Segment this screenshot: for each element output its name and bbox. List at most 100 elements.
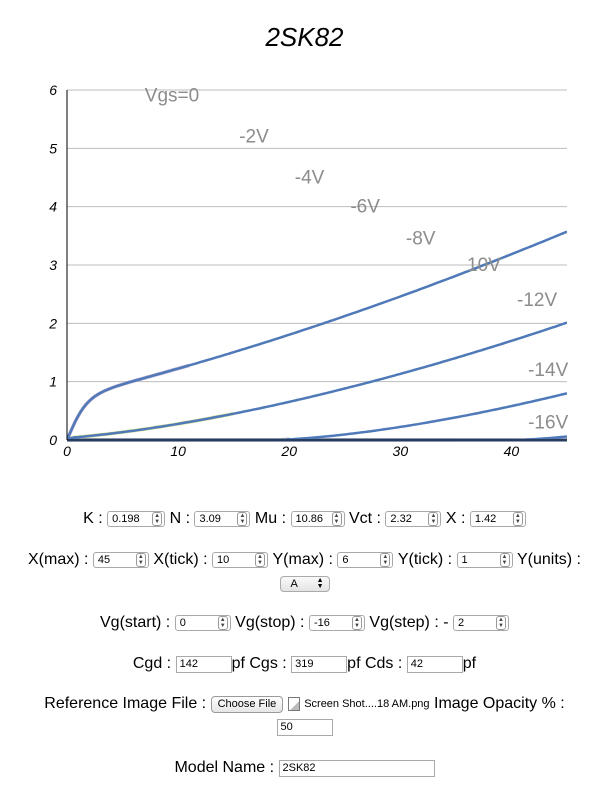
ymax-value: 6	[342, 554, 349, 566]
reference-label: Reference Image File :	[44, 695, 207, 712]
yunits-select[interactable]: A ▲ ▼	[279, 576, 330, 592]
stepper-icon[interactable]: ▲ ▼	[135, 553, 146, 567]
file-name: Screen Shot....18 AM.png	[304, 698, 430, 710]
stepper-icon[interactable]: ▲ ▼	[512, 512, 523, 526]
model-name-row: Model Name : 2SK82	[0, 758, 609, 778]
opacity-label: Image Opacity % :	[434, 695, 565, 712]
ytick-label: Y(tick) :	[397, 551, 453, 568]
select-arrows-icon: ▲ ▼	[316, 577, 324, 590]
y-tick-label: 6	[49, 82, 57, 98]
x-input[interactable]: 1.42 ▲ ▼	[469, 511, 526, 527]
cgd-input[interactable]: 142	[175, 655, 232, 673]
stepper-icon[interactable]: ▲ ▼	[255, 553, 266, 567]
cgd-label: Cgd :	[132, 655, 172, 672]
ytick-input[interactable]: 1 ▲ ▼	[456, 552, 513, 568]
cgs-input[interactable]: 319	[291, 655, 348, 673]
stepper-icon[interactable]: ▲ ▼	[217, 616, 228, 630]
xtick-value: 10	[217, 554, 230, 566]
mu-input[interactable]: 10.86 ▲ ▼	[290, 511, 345, 527]
y-tick-label: 0	[49, 432, 57, 448]
x-value: 1.42	[474, 513, 497, 525]
page-title: 2SK82	[265, 22, 344, 52]
model-curve	[67, 392, 567, 442]
stepper-icon[interactable]: ▲ ▼	[331, 512, 342, 526]
yunits-row: A ▲ ▼	[0, 573, 609, 593]
vgstart-value: 0	[179, 617, 186, 629]
y-tick-label: 5	[49, 140, 57, 156]
stepper-icon[interactable]: ▲ ▼	[496, 616, 506, 630]
curve-label: -8V	[406, 229, 436, 250]
model-name-label: Model Name :	[174, 759, 275, 776]
k-label: K :	[83, 510, 103, 527]
yunits-label: Y(units) :	[516, 551, 581, 568]
curve-label: -6V	[350, 197, 380, 218]
capacitance-row: Cgd : 142 pf Cgs : 319 pf Cds : 42 pf	[0, 654, 609, 674]
curve-label: Vgs=0	[145, 86, 199, 107]
cgs-unit: pf	[347, 655, 361, 672]
x-tick-label: 0	[63, 443, 71, 459]
vgstart-label: Vg(start) :	[100, 614, 171, 631]
stepper-icon[interactable]: ▲ ▼	[428, 512, 439, 526]
ytick-value: 1	[461, 554, 468, 566]
curve-label: -12V	[517, 290, 557, 311]
x-label: X :	[445, 510, 466, 527]
model-name-input[interactable]: 2SK82	[278, 759, 435, 777]
x-tick-label: 20	[280, 443, 297, 459]
file-icon	[287, 697, 300, 711]
y-tick-label: 3	[49, 257, 57, 273]
k-input[interactable]: 0.198 ▲ ▼	[107, 511, 166, 527]
vgstep-value: 2	[458, 617, 465, 629]
stepper-icon[interactable]: ▲ ▼	[351, 616, 362, 630]
stepper-icon[interactable]: ▲ ▼	[380, 553, 391, 567]
xtick-input[interactable]: 10 ▲ ▼	[212, 552, 269, 568]
model-curve	[67, 321, 567, 442]
y-tick-label: 1	[49, 374, 57, 390]
vgstart-input[interactable]: 0 ▲ ▼	[174, 615, 231, 631]
vgstep-label: Vg(step) : -	[369, 614, 449, 631]
n-input[interactable]: 3.09 ▲ ▼	[194, 511, 251, 527]
cgs-label: Cgs :	[249, 655, 287, 672]
iv-curve-chart: 0 1 2 3 4 5 6 0 10 20 30 40 Vgs=0 -2V -4V -6V -8V 10V -12V…	[48, 82, 568, 459]
model-parameters-row: K : 0.198 ▲ ▼ N : 3.09 ▲ ▼ Mu : 10.86 ▲ ▼ Vct …	[0, 509, 609, 529]
cds-label: Cds :	[364, 655, 403, 672]
mu-value: 10.86	[295, 513, 324, 525]
n-label: N :	[169, 510, 191, 527]
mu-label: Mu :	[254, 510, 287, 527]
stepper-icon[interactable]: ▲ ▼	[152, 512, 163, 526]
curve-label: -2V	[239, 127, 269, 148]
vct-label: Vct :	[348, 510, 381, 527]
ymax-input[interactable]: 6 ▲ ▼	[337, 552, 394, 568]
vct-value: 2.32	[390, 513, 412, 525]
stepper-icon[interactable]: ▲ ▼	[237, 512, 248, 526]
yunits-value: A	[290, 578, 298, 590]
xmax-label: X(max) :	[28, 551, 89, 568]
vgstep-input[interactable]: 2 ▲ ▼	[453, 615, 509, 631]
y-tick-label: 2	[48, 315, 57, 331]
reference-image-row: Reference Image File : Choose File Scree…	[0, 694, 609, 714]
vgstop-value: -16	[313, 617, 330, 629]
n-value: 3.09	[199, 513, 221, 525]
cds-unit: pf	[462, 655, 477, 672]
xtick-label: X(tick) :	[153, 551, 208, 568]
vgstop-label: Vg(stop) :	[235, 614, 305, 631]
axis-settings-row: X(max) : 45 ▲ ▼ X(tick) : 10 ▲ ▼ Y(max) : 6 ▲…	[0, 550, 609, 570]
stepper-icon[interactable]: ▲ ▼	[499, 553, 510, 567]
xmax-input[interactable]: 45 ▲ ▼	[92, 552, 149, 568]
choose-file-button[interactable]: Choose File	[210, 695, 284, 713]
k-value: 0.198	[112, 513, 140, 525]
ymax-label: Y(max) :	[272, 551, 333, 568]
opacity-row: 50	[0, 718, 609, 738]
vct-input[interactable]: 2.32 ▲ ▼	[385, 511, 442, 527]
opacity-input[interactable]: 50	[276, 719, 333, 737]
xmax-value: 45	[97, 554, 111, 566]
y-tick-label: 4	[49, 199, 57, 215]
model-curve	[67, 230, 567, 441]
reference-curve	[67, 363, 190, 441]
curve-label: -4V	[295, 167, 325, 188]
gate-voltage-row: Vg(start) : 0 ▲ ▼ Vg(stop) : -16 ▲ ▼ Vg(step…	[0, 613, 609, 633]
curve-label: -14V	[528, 360, 568, 381]
cds-input[interactable]: 42	[406, 655, 463, 673]
curve-label: 10V	[467, 255, 501, 276]
vgstop-input[interactable]: -16 ▲ ▼	[308, 615, 365, 631]
x-tick-label: 30	[393, 443, 409, 459]
